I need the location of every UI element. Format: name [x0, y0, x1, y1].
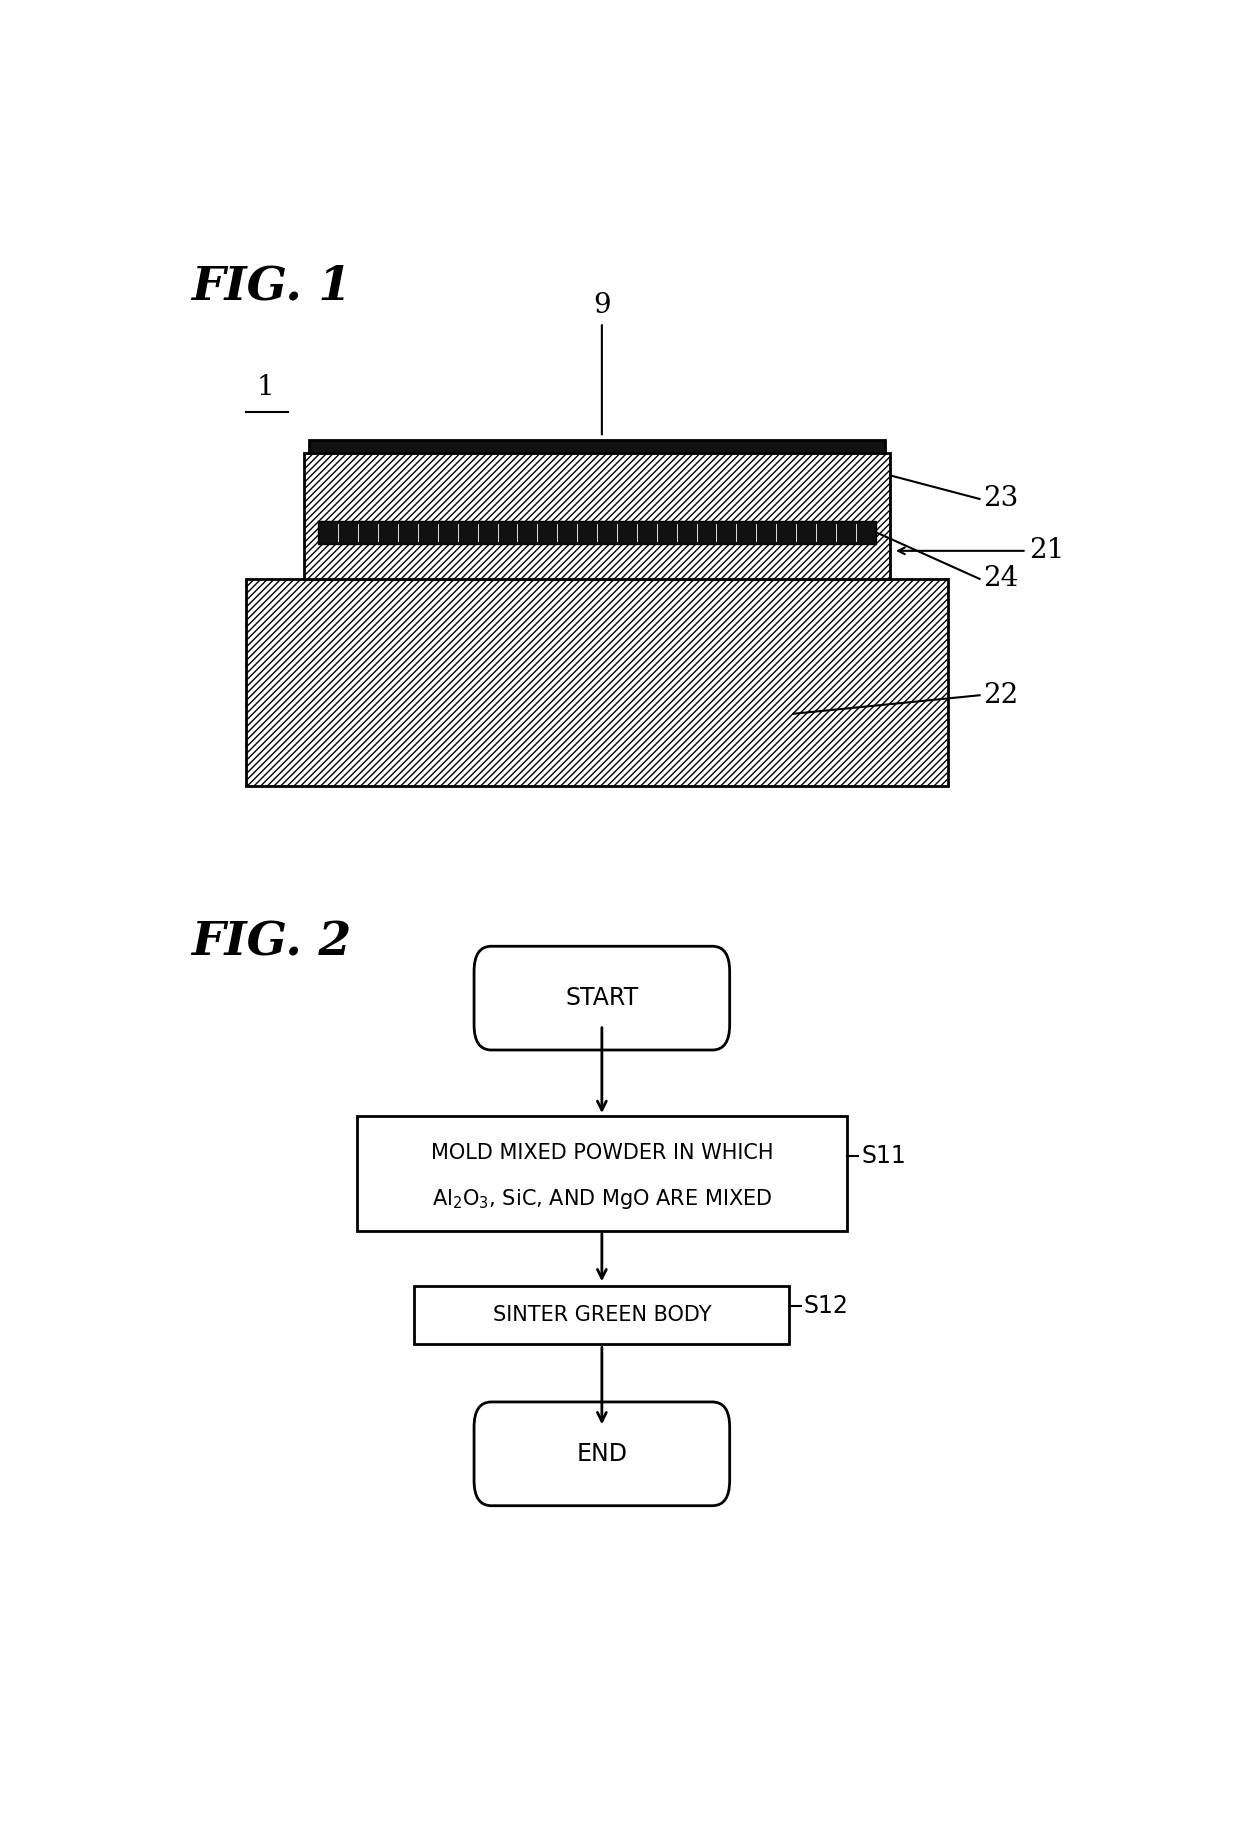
FancyBboxPatch shape [474, 1402, 729, 1506]
Text: SINTER GREEN BODY: SINTER GREEN BODY [492, 1306, 712, 1326]
Text: END: END [577, 1442, 627, 1466]
Text: 1: 1 [257, 373, 274, 401]
Bar [247, 579, 947, 787]
Text: S11: S11 [862, 1144, 906, 1167]
Text: 21: 21 [1029, 537, 1065, 565]
Bar [357, 1116, 847, 1231]
Text: FIG. 2: FIG. 2 [191, 920, 352, 965]
Text: 22: 22 [983, 681, 1018, 708]
Text: 23: 23 [983, 486, 1018, 512]
Text: 9: 9 [593, 293, 610, 319]
Bar [319, 521, 875, 543]
Bar [414, 1286, 789, 1344]
Bar [309, 441, 885, 453]
Bar [304, 453, 890, 579]
Text: Al$_2$O$_3$, SiC, AND MgO ARE MIXED: Al$_2$O$_3$, SiC, AND MgO ARE MIXED [432, 1187, 773, 1211]
Text: 24: 24 [983, 565, 1018, 592]
Text: MOLD MIXED POWDER IN WHICH: MOLD MIXED POWDER IN WHICH [430, 1144, 773, 1162]
Bar [304, 453, 890, 579]
Text: FIG. 1: FIG. 1 [191, 264, 352, 310]
Text: START: START [565, 987, 639, 1011]
Bar [247, 579, 947, 787]
FancyBboxPatch shape [474, 947, 729, 1051]
Text: S12: S12 [804, 1295, 848, 1318]
